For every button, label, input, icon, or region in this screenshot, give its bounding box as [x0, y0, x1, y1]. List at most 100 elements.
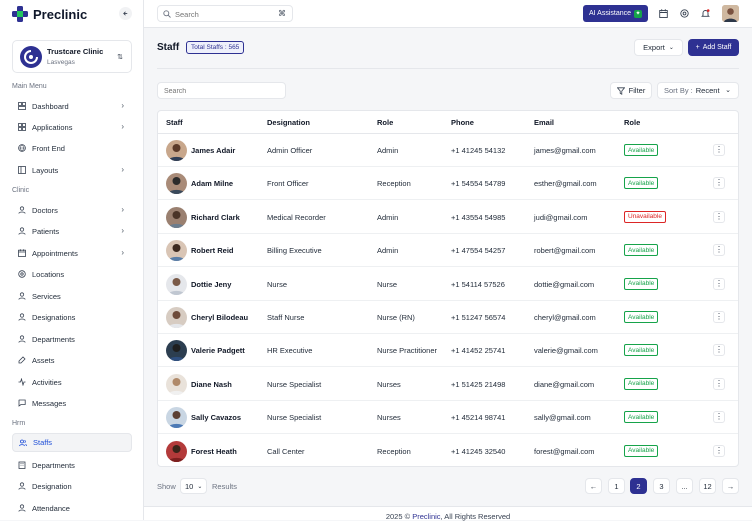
- page-size-select[interactable]: 10 ⌄: [180, 478, 207, 494]
- sidebar-item-appointments[interactable]: Appointments ›: [12, 244, 132, 262]
- more-options-icon[interactable]: ⋮: [713, 411, 725, 424]
- column-header-status[interactable]: Role: [624, 118, 641, 127]
- more-options-icon[interactable]: ⋮: [713, 177, 725, 190]
- column-header-role[interactable]: Role: [377, 118, 394, 127]
- staff-name[interactable]: Richard Clark: [191, 212, 240, 222]
- dashboard-icon: [18, 102, 26, 110]
- sidebar-collapse-button[interactable]: [119, 7, 132, 20]
- footer-brand-link[interactable]: Preclinic: [412, 512, 441, 521]
- staff-name[interactable]: Robert Reid: [191, 246, 234, 256]
- column-header-staff[interactable]: Staff: [166, 118, 183, 127]
- sidebar-item-departments[interactable]: Departments: [12, 330, 132, 348]
- settings-icon[interactable]: [678, 7, 691, 20]
- column-header-designation[interactable]: Designation: [267, 118, 310, 127]
- user-icon: [18, 313, 26, 321]
- sidebar-item-patients[interactable]: Patients ›: [12, 222, 132, 240]
- add-staff-button[interactable]: + Add Staff: [688, 39, 739, 56]
- staff-search[interactable]: [157, 82, 286, 99]
- table-row[interactable]: Dottie Jeny Nurse Nurse +1 54114 57526 dotti…: [158, 268, 738, 301]
- export-button[interactable]: Export ⌄: [634, 39, 683, 56]
- table-row[interactable]: Sally Cavazos Nurse Specialist Nurses +1 45…: [158, 401, 738, 435]
- filter-button[interactable]: Filter: [610, 82, 652, 99]
- page-button-1[interactable]: 1: [608, 478, 625, 494]
- staff-name[interactable]: Sally Cavazos: [191, 413, 242, 423]
- table-row[interactable]: James Adair Admin Officer Admin +1 41245 54…: [158, 134, 738, 167]
- building-icon: [18, 461, 26, 469]
- user-avatar[interactable]: [722, 5, 739, 22]
- more-options-icon[interactable]: ⋮: [713, 144, 725, 156]
- chevron-down-icon: ⌄: [725, 87, 731, 94]
- staff-name[interactable]: Valerie Padgett: [191, 346, 245, 356]
- more-options-icon[interactable]: ⋮: [713, 277, 725, 290]
- staff-avatar-image: [166, 340, 187, 362]
- prev-page-button[interactable]: ←: [585, 478, 602, 494]
- status-badge: Available: [624, 344, 659, 357]
- status-badge: Available: [624, 277, 659, 290]
- table-row[interactable]: Cheryl Bilodeau Staff Nurse Nurse (RN) +1 5…: [158, 301, 738, 334]
- sidebar-item-staffs[interactable]: Staffs: [12, 433, 132, 452]
- column-header-phone[interactable]: Phone: [451, 118, 474, 127]
- sidebar-item-designations[interactable]: Designations: [12, 308, 132, 326]
- menu-section-title: Main Menu: [12, 83, 47, 90]
- global-search[interactable]: ⌘: [157, 5, 293, 22]
- more-options-icon[interactable]: ⋮: [713, 444, 725, 457]
- sidebar-item-front-end[interactable]: Front End: [12, 139, 132, 157]
- staff-name[interactable]: Adam Milne: [191, 179, 234, 189]
- more-options-icon[interactable]: ⋮: [713, 377, 725, 390]
- asset-icon: [18, 356, 26, 364]
- column-header-email[interactable]: Email: [534, 118, 555, 127]
- sidebar-item-label: Dashboard: [32, 101, 69, 111]
- more-options-icon[interactable]: ⋮: [713, 210, 725, 223]
- next-page-button[interactable]: →: [722, 478, 739, 494]
- table-row[interactable]: Valerie Padgett HR Executive Nurse Practit…: [158, 334, 738, 368]
- sidebar-item-designation[interactable]: Designation: [12, 477, 132, 495]
- staff-search-input[interactable]: [164, 85, 279, 97]
- sidebar-item-applications[interactable]: Applications ›: [12, 118, 132, 136]
- staff-name[interactable]: James Adair: [191, 146, 236, 155]
- staff-role: Nurse (RN): [377, 313, 415, 322]
- sidebar-item-hrm-departments[interactable]: Departments: [12, 456, 132, 474]
- more-options-icon[interactable]: ⋮: [713, 344, 725, 357]
- staff-avatar: [166, 373, 187, 395]
- sidebar-item-doctors[interactable]: Doctors ›: [12, 201, 132, 219]
- page-button-2[interactable]: 2: [630, 478, 647, 494]
- ai-assistance-button[interactable]: AI Assistance ✦: [583, 5, 648, 22]
- sort-dropdown[interactable]: Sort By : Recent ⌄: [657, 82, 739, 99]
- applications-icon: [18, 123, 26, 131]
- staff-name[interactable]: Cheryl Bilodeau: [191, 313, 249, 322]
- clinic-switcher[interactable]: Trustcare Clinic Lasvegas ⇅: [12, 40, 132, 73]
- table-row[interactable]: Robert Reid Billing Executive Admin +1 4755…: [158, 234, 738, 268]
- staff-name[interactable]: Forest Heath: [191, 446, 237, 456]
- sidebar-item-attendance[interactable]: Attendance: [12, 499, 132, 517]
- sidebar-item-messages[interactable]: Messages: [12, 394, 132, 412]
- brand-logo[interactable]: Preclinic: [12, 6, 87, 22]
- calendar-icon[interactable]: [657, 7, 670, 20]
- notification-bell-icon[interactable]: [699, 7, 712, 20]
- table-row[interactable]: Richard Clark Medical Recorder Admin +1 435…: [158, 201, 738, 234]
- sidebar-item-locations[interactable]: Locations: [12, 265, 132, 283]
- chevron-right-icon: ›: [121, 226, 124, 235]
- more-options-icon[interactable]: ⋮: [713, 311, 725, 323]
- staff-phone: +1 51425 21498: [451, 379, 506, 389]
- sidebar-item-activities[interactable]: Activities: [12, 373, 132, 391]
- status-badge: Available: [624, 444, 659, 457]
- page-button-3[interactable]: 3: [653, 478, 670, 494]
- page-button-12[interactable]: 12: [699, 478, 716, 494]
- sidebar-item-services[interactable]: Services: [12, 287, 132, 305]
- table-row[interactable]: Adam Milne Front Officer Reception +1 54554…: [158, 167, 738, 201]
- staff-designation: Nurse Specialist: [267, 413, 322, 423]
- staff-avatar: [166, 340, 187, 362]
- staff-name[interactable]: Dottie Jeny: [191, 279, 232, 289]
- table-row[interactable]: Diane Nash Nurse Specialist Nurses +1 51425…: [158, 368, 738, 401]
- staff-name[interactable]: Diane Nash: [191, 379, 232, 389]
- sidebar-item-label: Activities: [32, 377, 62, 387]
- menu-section-title: Hrm: [12, 420, 26, 427]
- search-input[interactable]: [175, 8, 270, 20]
- sidebar-item-label: Designations: [32, 312, 76, 322]
- sidebar-item-label: Applications: [32, 122, 73, 132]
- sidebar-item-dashboard[interactable]: Dashboard ›: [12, 97, 132, 115]
- sidebar-item-assets[interactable]: Assets: [12, 351, 132, 369]
- table-row[interactable]: Forest Heath Call Center Reception +1 41245…: [158, 435, 738, 466]
- more-options-icon[interactable]: ⋮: [713, 244, 725, 257]
- sidebar-item-layouts[interactable]: Layouts ›: [12, 161, 132, 179]
